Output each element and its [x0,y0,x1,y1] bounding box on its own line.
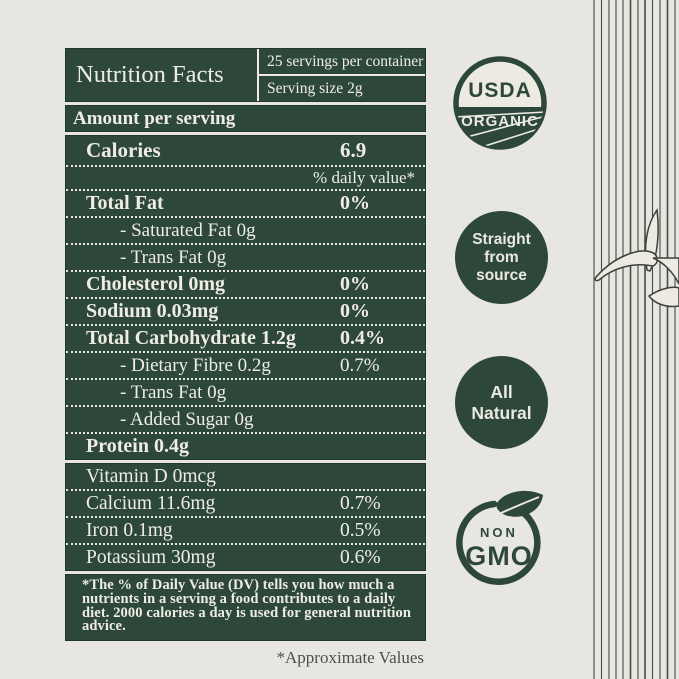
nutrient-row: Vitamin D 0mcg [66,464,425,489]
nutrient-row: - Saturated Fat 0g [66,216,425,243]
badge-line: from [484,248,519,266]
nutrient-row: - Trans Fat 0g [66,243,425,270]
nutrient-row: - Dietary Fibre 0.2g 0.7% [66,351,425,378]
nutrient-value: 0% [340,192,370,214]
amount-per-serving: Amount per serving [65,105,426,132]
badge-line: Straight [472,230,531,248]
usda-text: USDA [468,79,532,102]
nutrient-label: Total Fat [86,192,164,214]
bamboo-illustration [593,0,679,679]
micronutrients-block: Vitamin D 0mcg Calcium 11.6mg 0.7% Iron 0.1… [65,463,426,571]
serving-size: Serving size 2g [267,79,363,97]
badge-line: All [490,381,513,402]
label-title: Nutrition Facts [66,49,259,101]
nutrient-label: Calcium 11.6mg [86,492,216,514]
nutrient-value: 0.4% [340,327,385,349]
gmo-text: GMO [465,541,533,571]
nutrient-value: 0.7% [340,354,380,376]
non-gmo-badge: NON GMO [456,490,543,585]
non-text: NON [480,525,518,540]
nutrient-row: - Added Sugar 0g [66,405,425,432]
badge-line: source [476,266,527,284]
calories-value: 6.9 [340,138,367,162]
nutrient-label: - Saturated Fat 0g [120,219,256,241]
nutrient-label: Vitamin D 0mcg [86,465,216,487]
nutrient-label: Iron 0.1mg [86,519,173,541]
nutrient-row: Total Fat 0% [66,189,425,216]
nutrient-row: Sodium 0.03mg 0% [66,297,425,324]
servings-per-container: 25 servings per container [259,49,425,76]
nutrient-label: - Dietary Fibre 0.2g [120,354,271,376]
nutrient-value: 0% [340,273,370,295]
nutrient-row: Calcium 11.6mg 0.7% [66,489,425,516]
nutrient-row: Cholesterol 0mg 0% [66,270,425,297]
all-natural-badge: All Natural [455,356,548,449]
label-header: Nutrition Facts 25 servings per containe… [65,48,426,102]
serving-info: 25 servings per container Serving size 2… [259,49,425,101]
nutrient-label: - Added Sugar 0g [120,408,254,430]
usda-organic-badge: USDA ORGANIC [453,56,547,150]
nutrient-row: Protein 0.4g [66,432,425,459]
calories-row: Calories 6.9 [66,136,425,165]
calories-label: Calories [86,138,161,162]
organic-text: ORGANIC [461,113,539,130]
nutrient-row: Potassium 30mg 0.6% [66,543,425,570]
nutrition-facts-label: Nutrition Facts 25 servings per containe… [65,48,426,668]
nutrient-label: Potassium 30mg [86,546,216,568]
daily-value-header: % daily value* [66,165,425,189]
nutrient-label: Sodium 0.03mg [86,300,219,322]
nutrient-row: - Trans Fat 0g [66,378,425,405]
nutrient-value: 0.7% [340,492,381,514]
badge-line: Natural [471,402,532,423]
nutrient-label: - Trans Fat 0g [120,381,227,403]
bamboo-leaves [594,207,679,308]
approximate-values-note: *Approximate Values [276,648,424,668]
nutrient-label: Cholesterol 0mg [86,273,226,295]
straight-from-source-badge: Straight from source [455,211,548,304]
nutrient-value: 0% [340,300,370,322]
main-nutrients-block: Calories 6.9 % daily value* Total Fat 0% -… [65,135,426,460]
nutrient-value: 0.5% [340,519,381,541]
nutrient-label: - Trans Fat 0g [120,246,227,268]
nutrient-row: Iron 0.1mg 0.5% [66,516,425,543]
nutrient-label: Total Carbohydrate 1.2g [86,327,296,349]
nutrient-row: Total Carbohydrate 1.2g 0.4% [66,324,425,351]
nutrient-label: Protein 0.4g [86,435,189,457]
daily-value-footnote: *The % of Daily Value (DV) tells you how… [65,574,426,642]
nutrient-value: 0.6% [340,546,381,568]
